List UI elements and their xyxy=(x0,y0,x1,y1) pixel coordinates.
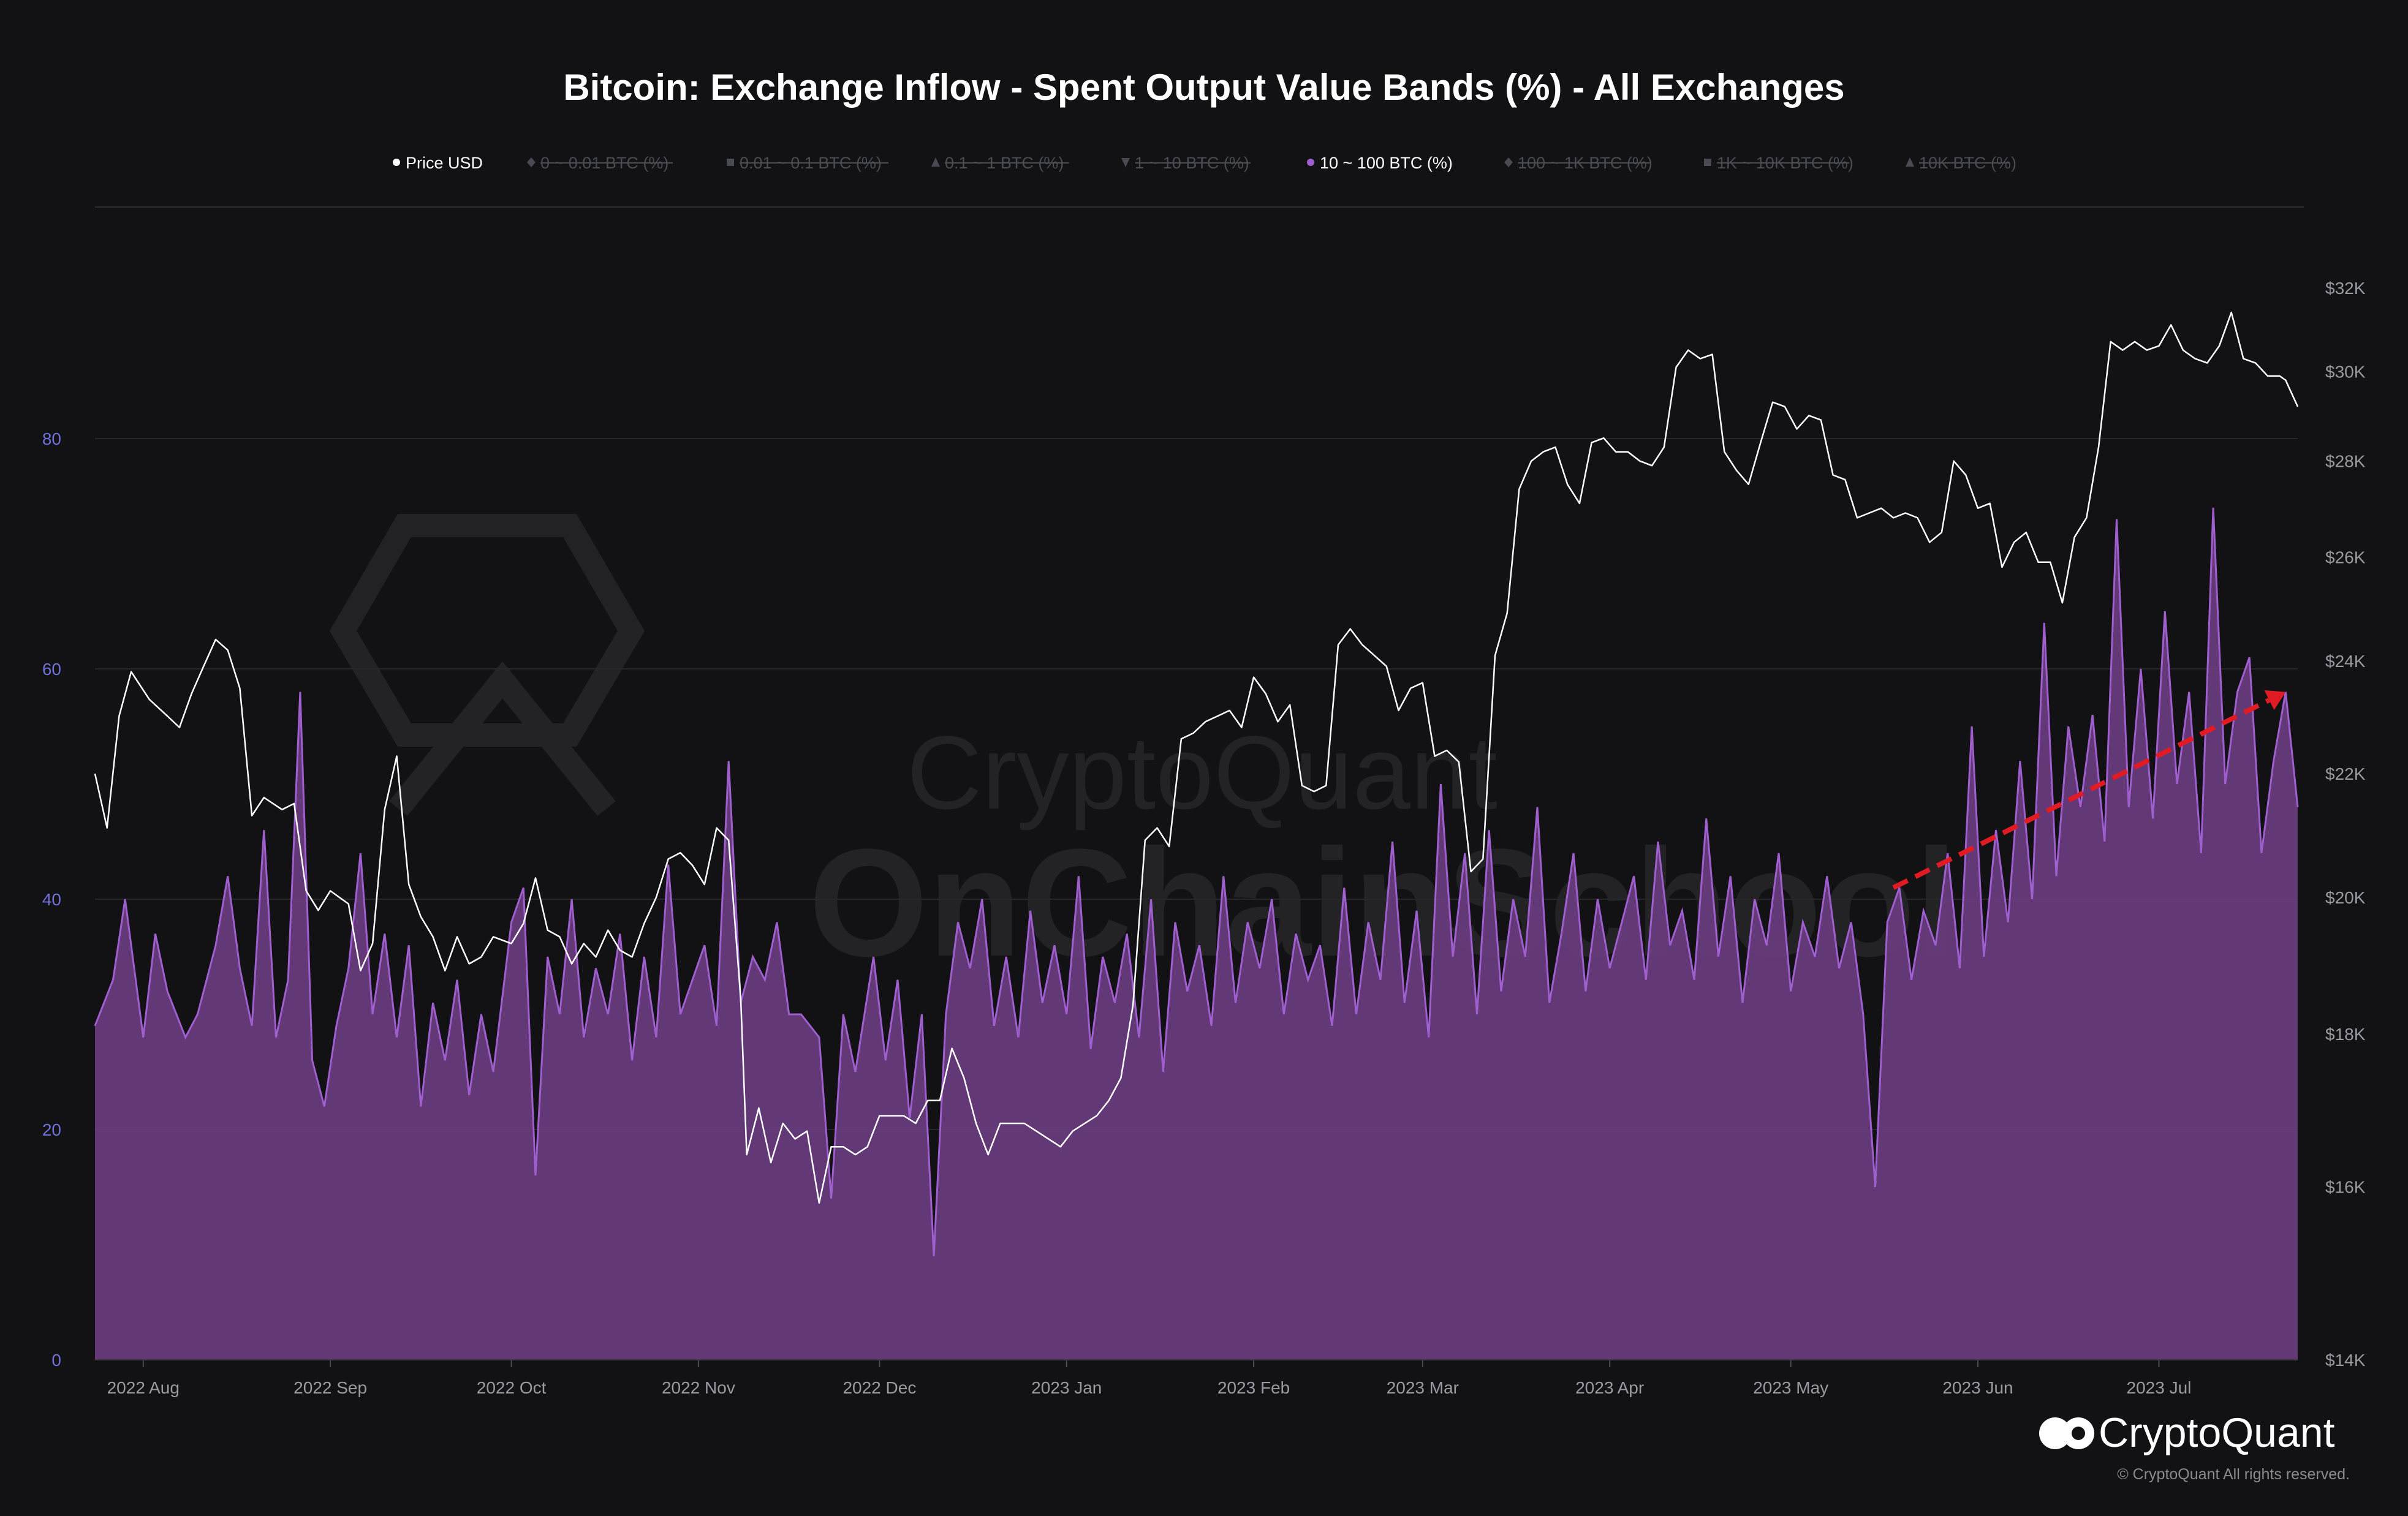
legend-item[interactable]: 1 ~ 10 BTC (%) xyxy=(1121,154,1251,172)
legend-item[interactable]: 10 ~ 100 BTC (%) xyxy=(1307,154,1453,172)
y-left-tick-label: 60 xyxy=(42,660,61,679)
x-tick-label: 2022 Sep xyxy=(293,1378,367,1397)
legend-marker-icon xyxy=(527,157,536,167)
legend-item[interactable]: 0.01 ~ 0.1 BTC (%) xyxy=(727,154,888,172)
brand-logo-icon xyxy=(2039,1417,2071,1449)
x-tick-label: 2023 Jan xyxy=(1031,1378,1102,1397)
legend-item[interactable]: 100 ~ 1K BTC (%) xyxy=(1504,154,1653,172)
y-right-tick-label: $18K xyxy=(2325,1025,2366,1044)
y-axis-right: $14K $16K $18K $20K $22K $24K $26K $28K $30K $32K xyxy=(2325,279,2366,1370)
x-tick-label: 2023 Jul xyxy=(2127,1378,2192,1397)
legend-item[interactable]: 10K BTC (%) xyxy=(1906,154,2016,172)
annotation-layer xyxy=(1892,690,2286,890)
brand-logo-icon-hole xyxy=(2072,1427,2085,1440)
x-tick-label: 2023 Apr xyxy=(1575,1378,1644,1397)
y-right-tick-label: $16K xyxy=(2325,1177,2366,1196)
legend-label: Price USD xyxy=(406,154,483,172)
y-right-tick-label: $24K xyxy=(2325,652,2366,671)
series-line-10-100-btc xyxy=(94,507,2299,1256)
y-right-tick-label: $14K xyxy=(2325,1351,2366,1370)
legend-label: 10 ~ 100 BTC (%) xyxy=(1320,154,1453,172)
x-tick-label: 2022 Oct xyxy=(477,1378,547,1397)
legend-marker-icon xyxy=(727,159,734,166)
legend-marker-icon xyxy=(1704,159,1711,166)
x-tick-label: 2023 May xyxy=(1753,1378,1828,1397)
y-right-tick-label: $28K xyxy=(2325,452,2366,471)
x-tick-label: 2022 Dec xyxy=(842,1378,916,1397)
legend-item[interactable]: 1K ~ 10K BTC (%) xyxy=(1704,154,1853,172)
watermark-chevron-icon xyxy=(389,661,616,816)
series-area-10-100-btc xyxy=(95,507,2298,1360)
y-right-tick-label: $30K xyxy=(2325,363,2366,382)
series-line-price-usd xyxy=(94,311,2299,1204)
trend-arrow xyxy=(1892,698,2271,890)
legend-marker-icon xyxy=(1504,157,1513,167)
legend-marker-icon xyxy=(1307,159,1314,166)
x-tick-label: 2023 Mar xyxy=(1387,1378,1459,1397)
chart-title: Bitcoin: Exchange Inflow - Spent Output … xyxy=(563,67,1844,108)
y-right-tick-label: $22K xyxy=(2325,764,2366,783)
legend-item[interactable]: 0 ~ 0.01 BTC (%) xyxy=(527,154,673,172)
trend-arrow-head-icon xyxy=(2264,690,2286,711)
watermark-hexagon-icon xyxy=(329,514,645,747)
x-tick-label: 2022 Nov xyxy=(662,1378,735,1397)
copyright: © CryptoQuant All rights reserved. xyxy=(2117,1466,2350,1483)
price-layer xyxy=(94,311,2299,1204)
legend-item[interactable]: Price USD xyxy=(393,154,483,172)
x-tick-label: 2023 Jun xyxy=(1942,1378,2013,1397)
brand-name: CryptoQuant xyxy=(2099,1409,2335,1456)
y-left-tick-label: 20 xyxy=(42,1120,61,1139)
y-left-tick-label: 80 xyxy=(42,429,61,448)
legend-marker-icon xyxy=(1906,157,1914,167)
legend-marker-icon xyxy=(393,159,400,166)
legend-marker-icon xyxy=(1121,158,1130,167)
legend: Price USD 0 ~ 0.01 BTC (%) 0.01 ~ 0.1 BTC … xyxy=(393,154,2016,172)
x-tick-label: 2023 Feb xyxy=(1217,1378,1290,1397)
y-right-tick-label: $20K xyxy=(2325,888,2366,907)
x-axis: 2022 Aug 2022 Sep 2022 Oct 2022 Nov 2022 Dec… xyxy=(95,1359,2298,1397)
y-left-tick-label: 40 xyxy=(42,890,61,909)
legend-item[interactable]: 0.1 ~ 1 BTC (%) xyxy=(931,154,1069,172)
y-left-tick-label: 0 xyxy=(51,1351,61,1370)
y-right-tick-label: $26K xyxy=(2325,548,2366,567)
x-tick-label: 2022 Aug xyxy=(107,1378,180,1397)
brand-logo: CryptoQuant xyxy=(2039,1409,2335,1456)
y-axis-left: 0 20 40 60 80 xyxy=(42,429,61,1370)
y-right-tick-label: $32K xyxy=(2325,279,2366,298)
area-layer xyxy=(94,507,2299,1360)
watermark-line1: CryptoQuant xyxy=(907,715,1497,831)
legend-marker-icon xyxy=(931,157,940,167)
